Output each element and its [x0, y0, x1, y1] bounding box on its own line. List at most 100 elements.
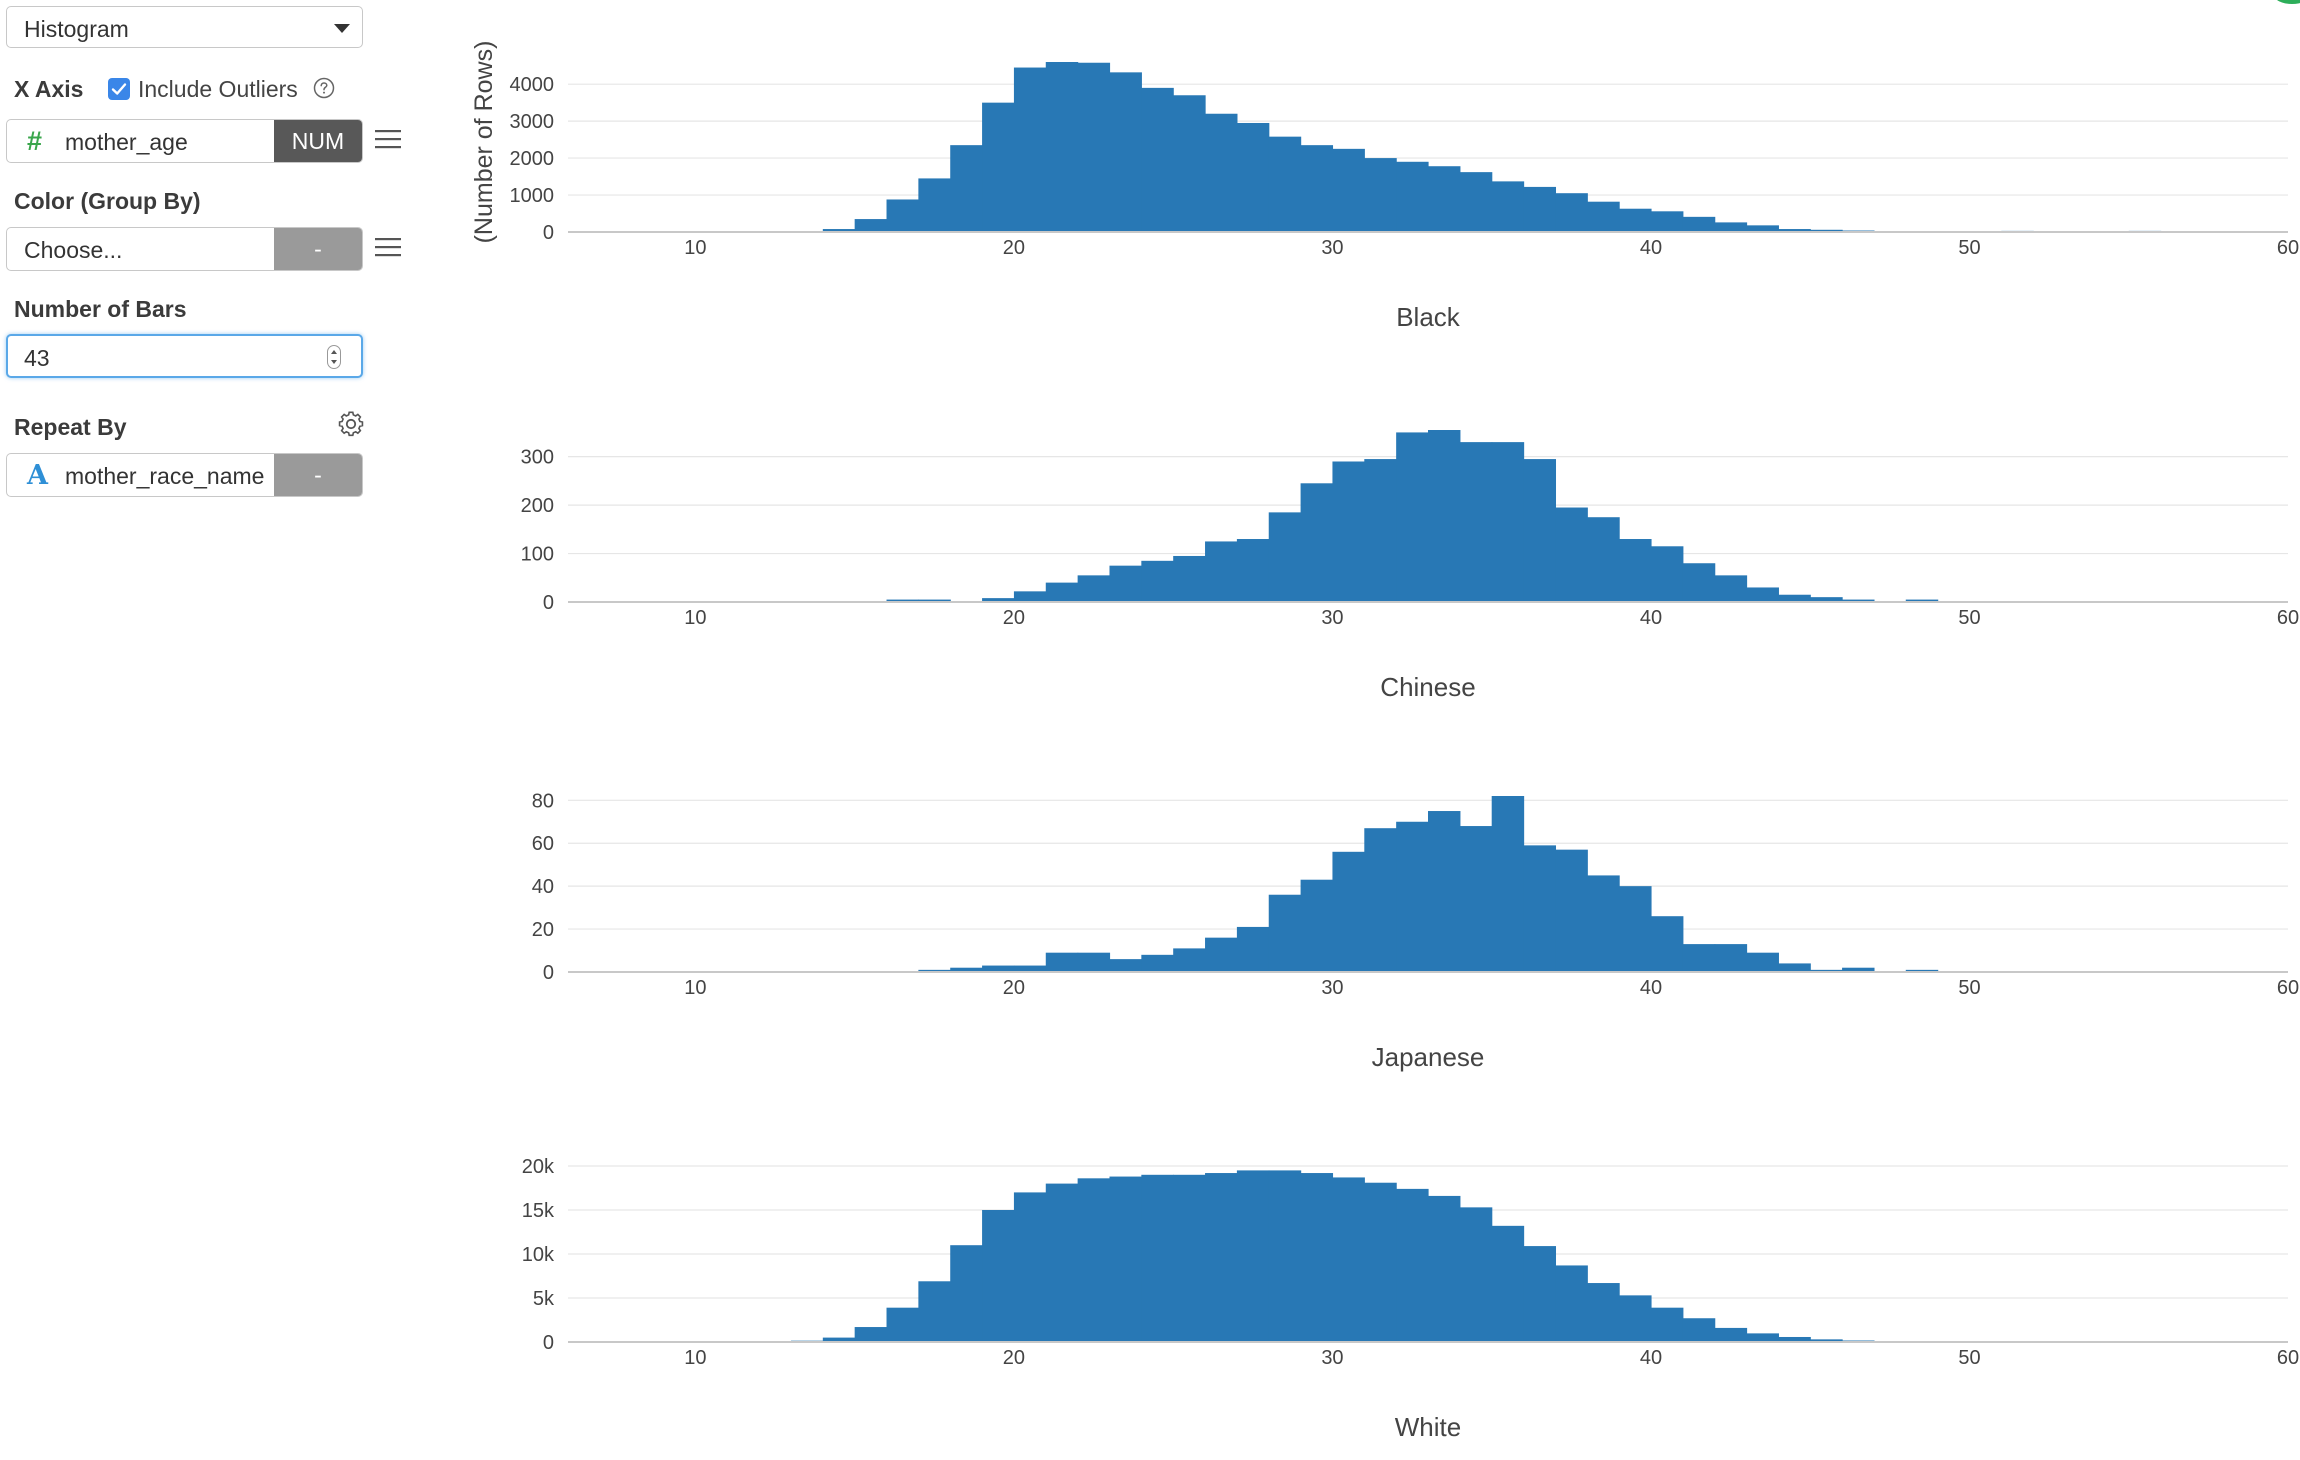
x-tick-label: 40: [1640, 1347, 1662, 1369]
histogram-bar: [1746, 587, 1779, 602]
histogram-bar: [1300, 1173, 1334, 1342]
gear-icon[interactable]: [337, 410, 365, 438]
repeat-by-field[interactable]: A mother_race_name -: [6, 453, 363, 497]
panel-title: Japanese: [1372, 1042, 1485, 1072]
x-tick-label: 60: [2277, 1347, 2299, 1369]
histogram-bar: [1205, 1173, 1238, 1342]
histogram-bar: [982, 965, 1015, 972]
x-tick-label: 30: [1321, 1347, 1343, 1369]
x-tick-label: 10: [684, 607, 706, 629]
histogram-bar: [1682, 563, 1716, 602]
sidebar: Histogram X Axis Include Outliers # moth…: [0, 0, 440, 1460]
histogram-bar: [1523, 845, 1557, 972]
histogram-bar: [1810, 969, 1843, 972]
histogram-bar: [982, 1210, 1015, 1342]
histogram-bar: [1268, 894, 1302, 972]
hamburger-menu-icon[interactable]: [375, 128, 401, 150]
histogram-bar: [822, 1337, 856, 1342]
histogram-bar: [1650, 916, 1684, 972]
histogram-bar: [1077, 952, 1111, 972]
histogram-bar: [1109, 565, 1142, 602]
x-tick-label: 30: [1321, 237, 1343, 259]
histogram-bar: [918, 178, 951, 232]
color-group-field[interactable]: Choose... -: [6, 227, 363, 271]
histogram-bar: [1842, 967, 1875, 972]
x-axis-label: X Axis: [14, 76, 84, 102]
x-tick-label: 30: [1321, 607, 1343, 629]
histogram-bar: [1491, 796, 1525, 972]
histogram-bar: [822, 229, 856, 232]
histogram-bar: [1332, 148, 1365, 232]
histogram-bar: [1842, 599, 1875, 602]
number-of-bars-value: 43: [24, 345, 50, 371]
histogram-bar: [1459, 826, 1493, 972]
x-tick-label: 20: [1003, 237, 1025, 259]
histogram-bar: [1619, 539, 1652, 602]
histogram-bar: [1045, 582, 1079, 602]
histogram-bar: [1109, 959, 1142, 972]
histogram-bar: [1555, 849, 1588, 972]
x-tick-label: 40: [1640, 237, 1662, 259]
histogram-bar: [1045, 1183, 1079, 1342]
histogram-bar: [1682, 944, 1716, 972]
histogram-bar: [1682, 216, 1716, 232]
histogram-bar: [1173, 95, 1206, 233]
histogram-bar: [1714, 944, 1748, 972]
y-tick-label: 60: [532, 833, 554, 855]
x-tick-label: 50: [1958, 1347, 1980, 1369]
y-tick-label: 0: [543, 962, 554, 984]
histogram-bar: [1810, 229, 1843, 232]
caret-down-icon: [334, 24, 350, 33]
histogram-bar: [1778, 594, 1811, 602]
string-type-icon: A: [27, 460, 48, 491]
histogram-bar: [982, 598, 1015, 602]
x-axis-field[interactable]: # mother_age NUM: [6, 119, 363, 163]
include-outliers-checkbox[interactable]: [108, 78, 130, 100]
histogram-bar: [1778, 963, 1811, 972]
histogram-bar: [1905, 599, 1939, 602]
histogram-bar: [1778, 1336, 1811, 1342]
number-of-bars-input[interactable]: 43: [6, 334, 363, 378]
color-group-type-button[interactable]: -: [274, 228, 362, 270]
help-circle-icon[interactable]: [313, 77, 335, 99]
numeric-type-icon: #: [27, 126, 43, 156]
y-tick-label: 20: [532, 919, 554, 941]
histogram-bar: [1332, 461, 1365, 602]
histogram-bar: [886, 1307, 919, 1342]
histogram-bar: [1650, 1307, 1684, 1342]
repeat-by-label: Repeat By: [14, 414, 127, 440]
histogram-bar: [1045, 952, 1079, 972]
histogram-bar: [1396, 1188, 1429, 1342]
histogram-bar: [854, 219, 888, 232]
x-tick-label: 10: [684, 1347, 706, 1369]
hamburger-menu-icon[interactable]: [375, 236, 401, 258]
histogram-bar: [1300, 145, 1334, 232]
chart-area: 0 1000 2000 3000 4000 10 20 30 40 50 60 Black 0 100 20…: [440, 0, 2300, 1460]
histogram-bar: [1491, 1225, 1525, 1342]
x-tick-label: 10: [684, 237, 706, 259]
y-tick-label: 15k: [522, 1200, 555, 1222]
chart-type-select[interactable]: Histogram: [6, 6, 363, 48]
num-type-button[interactable]: NUM: [274, 120, 362, 162]
histogram-bar: [1077, 575, 1111, 602]
histogram-bar: [1746, 225, 1779, 232]
histogram-bar: [918, 599, 951, 602]
histogram-bar: [1746, 1333, 1779, 1342]
y-tick-label: 200: [521, 495, 554, 517]
x-tick-label: 30: [1321, 977, 1343, 999]
histogram-bar: [886, 199, 919, 232]
histogram-bar: [1905, 969, 1939, 972]
y-tick-label: 0: [543, 592, 554, 614]
x-tick-label: 50: [1958, 607, 1980, 629]
histogram-bar: [1173, 1174, 1206, 1342]
y-tick-label: 0: [543, 1332, 554, 1354]
panel-title: White: [1395, 1412, 1461, 1442]
y-tick-label: 2000: [510, 148, 555, 170]
histogram-bar: [1491, 181, 1525, 232]
histogram-bar: [1109, 1176, 1142, 1342]
x-tick-label: 10: [684, 977, 706, 999]
histogram-bar: [982, 102, 1015, 232]
repeat-by-type-button[interactable]: -: [274, 454, 362, 496]
stepper-icon[interactable]: [327, 345, 341, 369]
histogram-bar: [950, 145, 983, 232]
